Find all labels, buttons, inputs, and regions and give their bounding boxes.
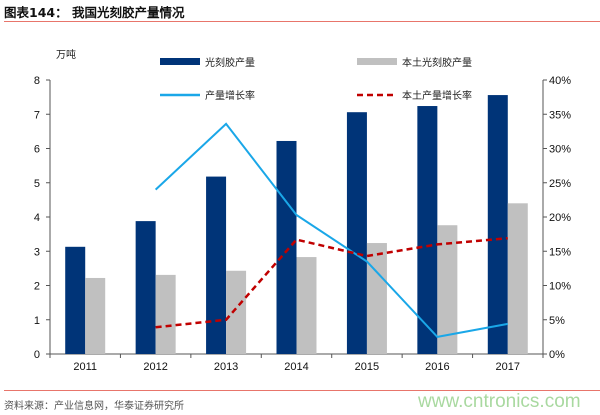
bar-total bbox=[135, 221, 156, 354]
bar-total bbox=[65, 246, 86, 354]
y-tick-label: 6 bbox=[34, 144, 40, 156]
x-tick-label: 2017 bbox=[496, 361, 520, 373]
x-tick-label: 2016 bbox=[425, 361, 449, 373]
legend-label: 本土光刻胶产量 bbox=[402, 56, 472, 69]
title-divider bbox=[4, 21, 600, 22]
bar-total bbox=[417, 106, 438, 354]
y-tick-label: 2 bbox=[34, 281, 40, 293]
y-tick-label: 8 bbox=[34, 75, 40, 87]
bar-total bbox=[346, 112, 367, 354]
y-tick-label: 7 bbox=[34, 109, 40, 121]
footer-divider bbox=[4, 390, 600, 391]
bar-domestic bbox=[85, 277, 106, 354]
bar-domestic bbox=[155, 274, 176, 354]
y2-tick-label: 20% bbox=[549, 212, 571, 224]
bar-domestic bbox=[507, 203, 528, 354]
chart: 万吨 0 1 2 3 4 5 6 7 8 0% 5% 10% 15% 20% 25% 30% 35% 40% 201… bbox=[34, 48, 571, 373]
bar-total bbox=[276, 140, 297, 354]
bar-total bbox=[206, 176, 227, 354]
y2-tick-label: 35% bbox=[549, 109, 571, 121]
y2-tick-label: 5% bbox=[549, 315, 565, 327]
bar-domestic bbox=[437, 225, 458, 354]
y2-tick-label: 25% bbox=[549, 178, 571, 190]
y2-tick-label: 15% bbox=[549, 246, 571, 258]
x-tick-label: 2015 bbox=[355, 361, 379, 373]
legend-label: 光刻胶产量 bbox=[205, 56, 255, 69]
watermark: www.cntronics.com bbox=[418, 391, 581, 412]
legend-label: 产量增长率 bbox=[205, 89, 255, 102]
bar-domestic bbox=[366, 243, 387, 354]
bar-domestic bbox=[296, 257, 317, 354]
y-tick-label: 4 bbox=[34, 212, 40, 224]
y2-tick-label: 10% bbox=[549, 281, 571, 293]
y-tick-label: 5 bbox=[34, 178, 40, 190]
x-tick-label: 2011 bbox=[73, 361, 97, 373]
y-axis-unit-label: 万吨 bbox=[56, 48, 76, 61]
figure-title: 图表144： 我国光刻胶产量情况 bbox=[4, 5, 185, 20]
y2-tick-label: 30% bbox=[549, 144, 571, 156]
growth-rate-line bbox=[154, 122, 508, 338]
legend-swatch bbox=[160, 58, 200, 65]
domestic-growth-rate-line bbox=[155, 236, 508, 329]
x-tick-label: 2014 bbox=[284, 361, 308, 373]
legend-label: 本土产量增长率 bbox=[402, 89, 472, 102]
x-tick-label: 2012 bbox=[143, 361, 167, 373]
legend-swatch bbox=[357, 58, 397, 65]
bar-domestic bbox=[226, 270, 247, 354]
source-note: 资料来源：产业信息网，华泰证券研究所 bbox=[4, 401, 184, 412]
x-tick-label: 2013 bbox=[214, 361, 238, 373]
bar-total bbox=[487, 95, 508, 354]
y2-tick-label: 40% bbox=[549, 75, 571, 87]
y-tick-label: 1 bbox=[34, 315, 40, 327]
y2-tick-label: 0% bbox=[549, 349, 565, 361]
y-tick-label: 0 bbox=[34, 349, 40, 361]
y-tick-label: 3 bbox=[34, 246, 40, 258]
